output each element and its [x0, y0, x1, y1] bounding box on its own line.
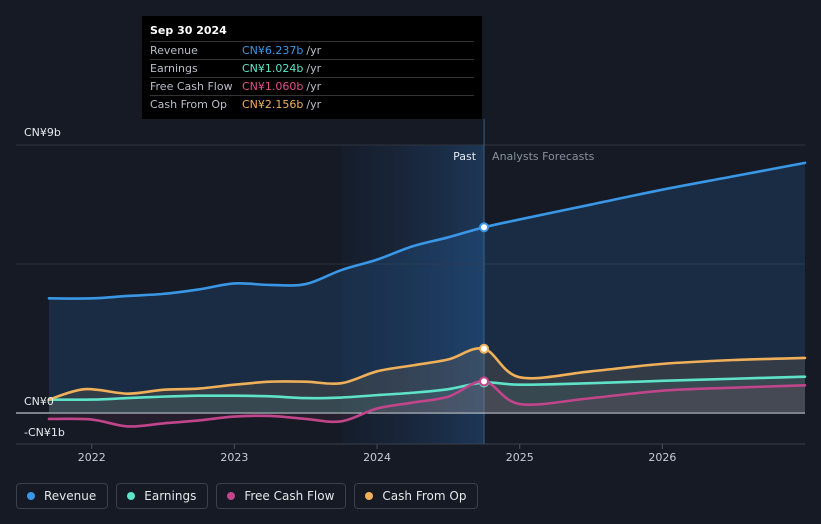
tooltip-label: Earnings	[150, 62, 198, 75]
legend-item-revenue[interactable]: Revenue	[16, 483, 109, 509]
cash-from-op-dot-icon	[365, 492, 374, 500]
tooltip-label: Cash From Op	[150, 98, 228, 111]
tooltip-value: CN¥1.024b	[242, 62, 304, 75]
x-tick-label: 2022	[78, 451, 106, 464]
chart-legend: Revenue Earnings Free Cash Flow Cash Fro…	[16, 483, 486, 511]
tooltip-unit: /yr	[306, 44, 322, 57]
legend-label: Cash From Op	[382, 489, 467, 503]
tooltip-row-cash-from-op: Cash From Op CN¥2.156b /yr	[150, 96, 474, 113]
y-axis-label: -CN¥1b	[24, 426, 65, 439]
earnings-area	[49, 376, 805, 413]
earnings-dot-icon	[127, 492, 136, 500]
grid-layer	[16, 119, 805, 449]
x-tick-label: 2025	[506, 451, 534, 464]
free-cash-flow-marker	[479, 376, 490, 387]
legend-label: Free Cash Flow	[244, 489, 335, 503]
past-label: Past	[453, 150, 477, 163]
free-cash-flow-line	[47, 380, 807, 428]
forecast-label: Analysts Forecasts	[492, 150, 595, 163]
tooltip-label: Free Cash Flow	[150, 80, 233, 93]
legend-item-cash-from-op[interactable]: Cash From Op	[354, 483, 479, 509]
tooltip-value: CN¥2.156b	[242, 98, 304, 111]
tooltip-unit: /yr	[306, 62, 322, 75]
tooltip-value: CN¥1.060b	[242, 80, 304, 93]
free-cash-flow-dot-icon	[227, 492, 236, 500]
line-layer	[47, 161, 807, 428]
revenue-dot-icon	[27, 492, 35, 500]
cash-from-op-line	[47, 346, 807, 401]
tooltip-date: Sep 30 2024	[150, 22, 474, 42]
revenue-line	[47, 161, 807, 300]
tooltip-label: Revenue	[150, 44, 198, 57]
x-tick-label: 2026	[648, 451, 676, 464]
tooltip-row-free-cash-flow: Free Cash Flow CN¥1.060b /yr	[150, 78, 474, 96]
y-axis-label: CN¥0	[24, 395, 54, 408]
legend-label: Earnings	[144, 489, 197, 503]
label-layer: CN¥9b CN¥0 -CN¥1b Past Analysts Forecasts 202…	[24, 126, 676, 464]
tooltip-row-earnings: Earnings CN¥1.024b /yr	[150, 60, 474, 78]
legend-item-earnings[interactable]: Earnings	[116, 483, 209, 509]
legend-label: Revenue	[44, 489, 97, 503]
legend-item-free-cash-flow[interactable]: Free Cash Flow	[216, 483, 347, 509]
y-axis-label: CN¥9b	[24, 126, 61, 139]
marker-layer	[479, 222, 490, 388]
tooltip-row-revenue: Revenue CN¥6.237b /yr	[150, 42, 474, 60]
cash-from-op-marker	[479, 343, 490, 354]
x-tick-label: 2023	[220, 451, 248, 464]
earnings-line	[47, 375, 807, 402]
tooltip-unit: /yr	[306, 80, 322, 93]
tooltip-unit: /yr	[306, 98, 322, 111]
tooltip-value: CN¥6.237b	[242, 44, 304, 57]
revenue-marker	[479, 222, 490, 233]
x-tick-label: 2024	[363, 451, 391, 464]
past-shade-region	[341, 145, 485, 444]
tooltip: Sep 30 2024 Revenue CN¥6.237b /yr Earnin…	[142, 16, 482, 119]
revenue-area	[49, 162, 805, 413]
